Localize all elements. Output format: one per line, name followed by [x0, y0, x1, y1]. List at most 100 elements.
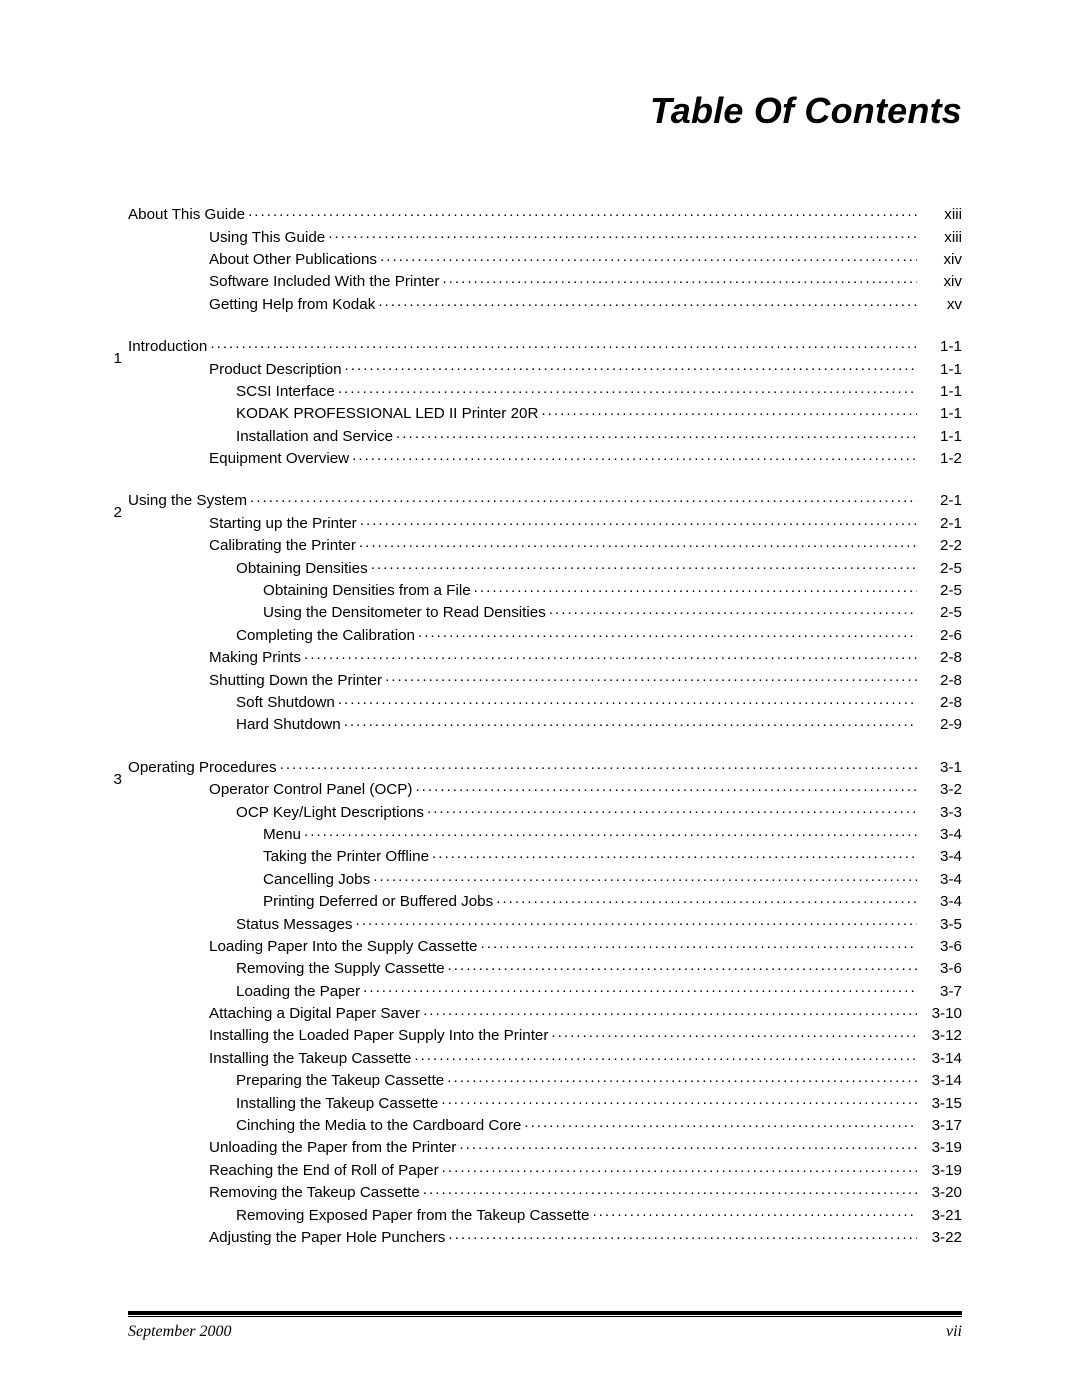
toc-entry: Using the Densitometer to Read Densities… — [128, 600, 962, 622]
entry-page: 3-17 — [920, 1118, 962, 1133]
toc-entry: Removing the Supply Cassette3-6 — [128, 956, 962, 978]
toc-entry: Cancelling Jobs3-4 — [128, 867, 962, 889]
leader-dots — [427, 801, 917, 816]
leader-dots — [549, 602, 917, 617]
entry-page: 2-8 — [920, 650, 962, 665]
entry-page: 3-19 — [920, 1163, 962, 1178]
entry-page: 3-15 — [920, 1096, 962, 1111]
toc-entry: Taking the Printer Offline3-4 — [128, 844, 962, 866]
entry-page: 3-22 — [920, 1230, 962, 1245]
entry-page: 1-1 — [920, 362, 962, 377]
leader-dots — [338, 381, 917, 396]
leader-dots — [541, 403, 917, 418]
toc-entry: Installing the Takeup Cassette3-14 — [128, 1046, 962, 1068]
entry-label: Starting up the Printer — [209, 516, 357, 531]
toc-entry: 1Introduction1-1 — [128, 334, 962, 356]
entry-page: 3-7 — [920, 984, 962, 999]
leader-dots — [345, 358, 917, 373]
entry-page: 2-5 — [920, 561, 962, 576]
entry-page: 1-1 — [920, 429, 962, 444]
toc-entry: Installing the Loaded Paper Supply Into … — [128, 1023, 962, 1045]
entry-label: Menu — [263, 827, 301, 842]
leader-dots — [496, 891, 917, 906]
toc-entry: Status Messages3-5 — [128, 911, 962, 933]
leader-dots — [378, 294, 917, 309]
entry-label: Equipment Overview — [209, 451, 349, 466]
entry-page: 2-1 — [920, 516, 962, 531]
entry-label: Operator Control Panel (OCP) — [209, 782, 412, 797]
toc-entry: Using This Guide xiii — [128, 224, 962, 246]
leader-dots — [423, 1003, 917, 1018]
entry-page: xiii — [920, 230, 962, 245]
entry-page: 3-21 — [920, 1208, 962, 1223]
toc-entry: Loading the Paper3-7 — [128, 979, 962, 1001]
entry-label: Introduction — [128, 339, 207, 354]
entry-page: xiv — [920, 274, 962, 289]
leader-dots — [248, 204, 917, 219]
leader-dots — [441, 1092, 917, 1107]
leader-dots — [304, 824, 917, 839]
footer-date: September 2000 — [128, 1323, 232, 1341]
toc-entry: Installation and Service1-1 — [128, 424, 962, 446]
leader-dots — [359, 535, 917, 550]
leader-dots — [442, 271, 917, 286]
entry-label: Removing the Takeup Cassette — [209, 1185, 420, 1200]
entry-label: About Other Publications — [209, 252, 377, 267]
entry-label: Obtaining Densities — [236, 561, 368, 576]
entry-label: Obtaining Densities from a File — [263, 583, 471, 598]
leader-dots — [360, 513, 917, 528]
entry-label: Taking the Printer Offline — [263, 849, 429, 864]
entry-page: 2-6 — [920, 628, 962, 643]
entry-page: 3-4 — [920, 827, 962, 842]
page-title: Table Of Contents — [128, 90, 962, 132]
entry-label: Attaching a Digital Paper Saver — [209, 1006, 420, 1021]
entry-label: Reaching the End of Roll of Paper — [209, 1163, 439, 1178]
toc-entry: Starting up the Printer 2-1 — [128, 511, 962, 533]
toc-entry: Printing Deferred or Buffered Jobs3-4 — [128, 889, 962, 911]
entry-page: 1-1 — [920, 384, 962, 399]
entry-page: 3-20 — [920, 1185, 962, 1200]
toc-entry: About This Guidexiii — [128, 202, 962, 224]
leader-dots — [459, 1137, 917, 1152]
entry-label: Completing the Calibration — [236, 628, 415, 643]
leader-dots — [448, 1227, 917, 1242]
toc-entry: Soft Shutdown2-8 — [128, 690, 962, 712]
entry-page: 3-5 — [920, 917, 962, 932]
section-gap — [128, 735, 962, 755]
footer-rule-thick — [128, 1311, 962, 1315]
leader-dots — [356, 913, 918, 928]
entry-page: 2-8 — [920, 673, 962, 688]
leader-dots — [481, 936, 918, 951]
section-gap — [128, 468, 962, 488]
entry-page: 1-1 — [920, 339, 962, 354]
entry-page: 3-19 — [920, 1140, 962, 1155]
toc-entry: SCSI Interface1-1 — [128, 379, 962, 401]
toc-entry: Completing the Calibration 2-6 — [128, 623, 962, 645]
entry-label: Getting Help from Kodak — [209, 297, 375, 312]
toc-entry: Hard Shutdown2-9 — [128, 712, 962, 734]
entry-page: 2-5 — [920, 583, 962, 598]
entry-label: About This Guide — [128, 207, 245, 222]
entry-page: xiv — [920, 252, 962, 267]
entry-label: Using This Guide — [209, 230, 325, 245]
leader-dots — [250, 490, 917, 505]
footer-rule-thin — [128, 1316, 962, 1317]
section-gap — [128, 314, 962, 334]
footer-page-number: vii — [946, 1323, 962, 1341]
entry-label: Printing Deferred or Buffered Jobs — [263, 894, 493, 909]
entry-label: Using the Densitometer to Read Densities — [263, 605, 546, 620]
table-of-contents: About This Guidexiii Using This Guide xiii… — [128, 202, 962, 1247]
toc-entry: Reaching the End of Roll of Paper 3-19 — [128, 1158, 962, 1180]
entry-page: 3-6 — [920, 939, 962, 954]
entry-label: Using the System — [128, 493, 247, 508]
toc-entry: Installing the Takeup Cassette3-15 — [128, 1090, 962, 1112]
entry-page: 1-2 — [920, 451, 962, 466]
leader-dots — [328, 226, 917, 241]
toc-entry: Loading Paper Into the Supply Cassette3-… — [128, 934, 962, 956]
toc-entry: Obtaining Densities 2-5 — [128, 555, 962, 577]
entry-page: 3-1 — [920, 760, 962, 775]
entry-label: Installing the Takeup Cassette — [209, 1051, 411, 1066]
entry-label: Operating Procedures — [128, 760, 277, 775]
leader-dots — [373, 869, 917, 884]
entry-label: Adjusting the Paper Hole Punchers — [209, 1230, 445, 1245]
